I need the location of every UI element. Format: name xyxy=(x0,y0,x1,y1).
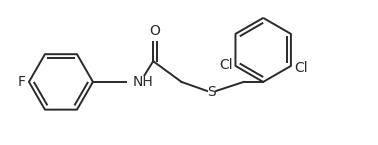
Text: F: F xyxy=(18,75,26,89)
Text: Cl: Cl xyxy=(294,61,308,75)
Text: S: S xyxy=(207,85,216,99)
Text: O: O xyxy=(150,24,161,38)
Text: NH: NH xyxy=(133,75,153,89)
Text: Cl: Cl xyxy=(219,58,232,72)
